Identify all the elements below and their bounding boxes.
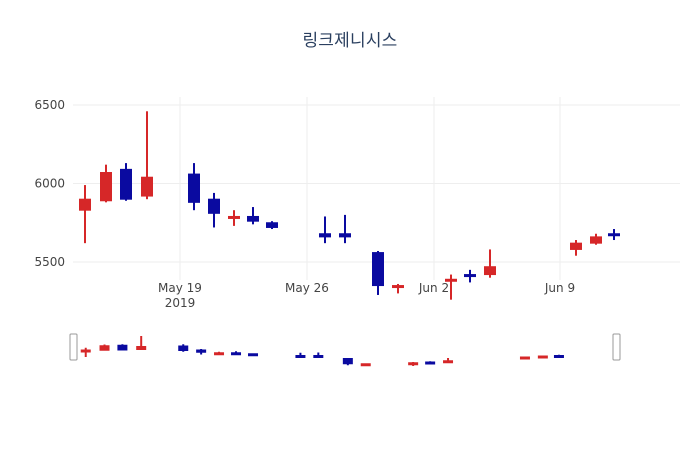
candlestick[interactable] [484,249,496,278]
candlestick[interactable] [208,192,220,228]
candlestick[interactable] [120,163,132,201]
rangeslider-candlestick [231,351,242,356]
rangeslider-candlestick [342,358,353,366]
rangeslider-mini-series [80,336,564,367]
candlestick[interactable] [464,269,476,283]
y-gridlines [73,104,680,263]
candlestick[interactable] [339,214,351,244]
candlestick-series [79,111,620,300]
rangeslider-candlestick [295,352,306,358]
rangeslider-candlestick [537,355,548,359]
x-tick-label: Jun 2 [418,281,449,295]
rangeslider-track[interactable] [65,330,625,372]
candlestick[interactable] [228,210,240,226]
candlestick[interactable] [570,240,582,256]
rangeslider-candlestick [553,354,564,358]
candlestick[interactable] [590,233,602,245]
rangeslider-candlestick [214,351,225,356]
x-tick-label: May 19 [158,281,202,295]
candlestick[interactable] [319,216,331,244]
candlestick[interactable] [266,221,278,230]
rangeslider[interactable] [65,330,625,372]
rangeslider-candlestick [99,344,110,351]
candlestick[interactable] [608,229,620,241]
rangeslider-candlestick [80,347,91,357]
candlestick[interactable] [141,111,153,200]
y-tick-label: 5500 [34,255,65,269]
rangeslider-left-handle[interactable] [69,333,78,361]
y-tick-label: 6000 [34,177,65,191]
rangeslider-candlestick [248,353,259,357]
rangeslider-candlestick [178,344,189,352]
x-tick-label: Jun 9 [544,281,575,295]
rangeslider-candlestick [408,362,419,366]
candlestick[interactable] [79,185,91,244]
rangeslider-candlestick [443,358,454,364]
candlestick[interactable] [392,283,404,294]
candlestick[interactable] [247,207,259,225]
y-axis-tick-labels: 6500 6000 5500 [34,98,65,269]
rangeslider-candlestick [519,356,530,360]
rangeslider-candlestick [117,344,128,351]
chart-title: 링크제니시스 [302,31,398,51]
x-tick-label: May 26 [285,281,329,295]
candlestick[interactable] [372,251,384,295]
rangeslider-candlestick [196,349,207,355]
candlestick[interactable] [100,164,112,203]
candlestick[interactable] [188,163,200,211]
rangeslider-candlestick [136,336,147,350]
rangeslider-candlestick [313,352,324,358]
candlestick[interactable] [445,274,457,300]
y-tick-label: 6500 [34,98,65,112]
rangeslider-candlestick [425,361,436,365]
x-gridlines [179,97,561,280]
x-tick-label-year: 2019 [165,296,196,310]
rangeslider-right-handle[interactable] [612,333,621,361]
rangeslider-candlestick [360,363,371,367]
